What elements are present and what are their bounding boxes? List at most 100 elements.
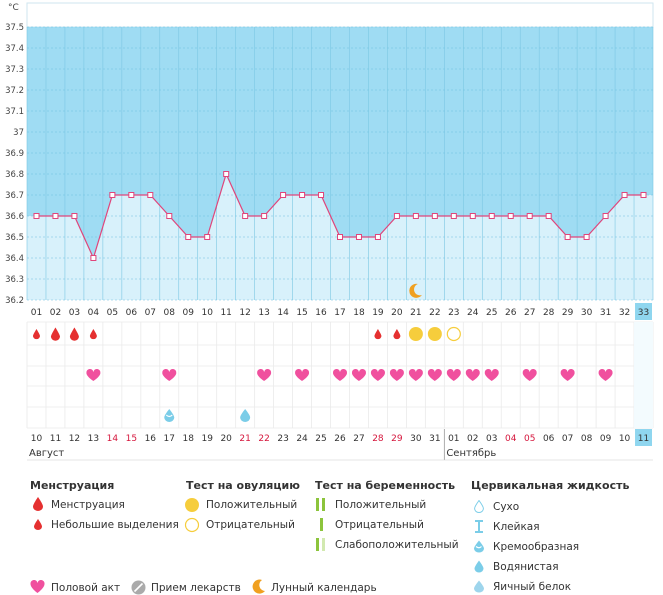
temperature-point[interactable] [469, 213, 476, 219]
cycle-day-label[interactable]: 16 [315, 308, 327, 318]
date-label[interactable]: 11 [638, 434, 649, 444]
temperature-point[interactable] [488, 213, 495, 219]
cycle-day-label[interactable]: 06 [126, 308, 138, 318]
temperature-point[interactable] [526, 213, 533, 219]
temperature-point[interactable] [640, 192, 647, 198]
cycle-day-label[interactable]: 25 [486, 308, 497, 318]
cycle-day-label[interactable]: 07 [145, 308, 156, 318]
date-label[interactable]: 15 [126, 434, 137, 444]
temperature-point[interactable] [621, 192, 628, 198]
temperature-point[interactable] [242, 213, 249, 219]
cycle-day-label[interactable]: 19 [372, 308, 384, 318]
cycle-day-label[interactable]: 29 [562, 308, 574, 318]
cycle-day-label[interactable]: 30 [581, 308, 593, 318]
temperature-point[interactable] [52, 213, 59, 219]
cycle-day-label[interactable]: 18 [353, 308, 365, 318]
date-label[interactable]: 21 [239, 434, 250, 444]
cycle-day-label[interactable]: 33 [638, 308, 649, 318]
date-label[interactable]: 13 [88, 434, 99, 444]
temperature-point[interactable] [33, 213, 40, 219]
temperature-point[interactable] [71, 213, 78, 219]
date-label[interactable]: 19 [201, 434, 213, 444]
cycle-day-label[interactable]: 20 [391, 308, 403, 318]
date-label[interactable]: 03 [486, 434, 497, 444]
date-label[interactable]: 30 [410, 434, 422, 444]
date-label[interactable]: 10 [619, 434, 631, 444]
temperature-point[interactable] [355, 234, 362, 240]
date-label[interactable]: 22 [258, 434, 269, 444]
date-label[interactable]: 28 [372, 434, 384, 444]
cycle-day-label[interactable]: 03 [69, 308, 80, 318]
date-label[interactable]: 26 [334, 434, 346, 444]
date-label[interactable]: 24 [296, 434, 308, 444]
temperature-point[interactable] [412, 213, 419, 219]
date-label[interactable]: 27 [353, 434, 364, 444]
temperature-point[interactable] [185, 234, 192, 240]
cycle-day-label[interactable]: 32 [619, 308, 630, 318]
temperature-point[interactable] [545, 213, 552, 219]
date-label[interactable]: 12 [69, 434, 80, 444]
temperature-point[interactable] [166, 213, 173, 219]
cycle-day-label[interactable]: 21 [410, 308, 421, 318]
cycle-day-label[interactable]: 26 [505, 308, 517, 318]
cycle-day-label[interactable]: 08 [164, 308, 176, 318]
date-label[interactable]: 23 [277, 434, 288, 444]
temperature-point[interactable] [450, 213, 457, 219]
cycle-day-label[interactable]: 31 [600, 308, 611, 318]
temperature-point[interactable] [128, 192, 135, 198]
date-label[interactable]: 06 [543, 434, 555, 444]
temperature-point[interactable] [602, 213, 609, 219]
date-label[interactable]: 25 [315, 434, 326, 444]
cycle-day-label[interactable]: 14 [277, 308, 289, 318]
cycle-day-label[interactable]: 05 [107, 308, 118, 318]
temperature-point[interactable] [204, 234, 211, 240]
cycle-day-label[interactable]: 10 [201, 308, 213, 318]
temperature-point[interactable] [507, 213, 514, 219]
temperature-point[interactable] [261, 213, 268, 219]
temperature-point[interactable] [374, 234, 381, 240]
date-label[interactable]: 08 [581, 434, 593, 444]
date-label[interactable]: 17 [164, 434, 175, 444]
date-label[interactable]: 29 [391, 434, 403, 444]
cycle-day-label[interactable]: 13 [258, 308, 269, 318]
temperature-point[interactable] [280, 192, 287, 198]
date-label[interactable]: 14 [107, 434, 119, 444]
date-label[interactable]: 01 [448, 434, 459, 444]
date-label[interactable]: 20 [220, 434, 232, 444]
date-label[interactable]: 09 [600, 434, 612, 444]
temperature-point[interactable] [147, 192, 154, 198]
temperature-point[interactable] [431, 213, 438, 219]
cycle-day-label[interactable]: 17 [334, 308, 345, 318]
cycle-day-label[interactable]: 04 [88, 308, 100, 318]
temperature-point[interactable] [583, 234, 590, 240]
date-label[interactable]: 31 [429, 434, 440, 444]
temperature-point[interactable] [90, 255, 97, 261]
cycle-day-label[interactable]: 09 [183, 308, 195, 318]
cycle-day-label[interactable]: 28 [543, 308, 555, 318]
date-label[interactable]: 05 [524, 434, 535, 444]
temperature-point[interactable] [318, 192, 325, 198]
temperature-point[interactable] [393, 213, 400, 219]
cycle-day-label[interactable]: 12 [239, 308, 250, 318]
cycle-day-label[interactable]: 15 [296, 308, 307, 318]
cycle-day-label[interactable]: 24 [467, 308, 479, 318]
temperature-point[interactable] [223, 171, 230, 177]
y-tick-label: 37.5 [5, 23, 24, 33]
cycle-day-label[interactable]: 23 [448, 308, 459, 318]
cycle-day-label[interactable]: 02 [50, 308, 61, 318]
temperature-point[interactable] [337, 234, 343, 240]
date-label[interactable]: 11 [50, 434, 61, 444]
temperature-point[interactable] [109, 192, 116, 198]
date-label[interactable]: 02 [467, 434, 478, 444]
temperature-point[interactable] [299, 192, 306, 198]
temperature-point[interactable] [564, 234, 571, 240]
date-label[interactable]: 18 [183, 434, 195, 444]
date-label[interactable]: 07 [562, 434, 573, 444]
date-label[interactable]: 04 [505, 434, 517, 444]
date-label[interactable]: 10 [31, 434, 43, 444]
cycle-day-label[interactable]: 27 [524, 308, 535, 318]
cycle-day-label[interactable]: 11 [220, 308, 231, 318]
cycle-day-label[interactable]: 01 [31, 308, 42, 318]
cycle-day-label[interactable]: 22 [429, 308, 440, 318]
date-label[interactable]: 16 [145, 434, 157, 444]
